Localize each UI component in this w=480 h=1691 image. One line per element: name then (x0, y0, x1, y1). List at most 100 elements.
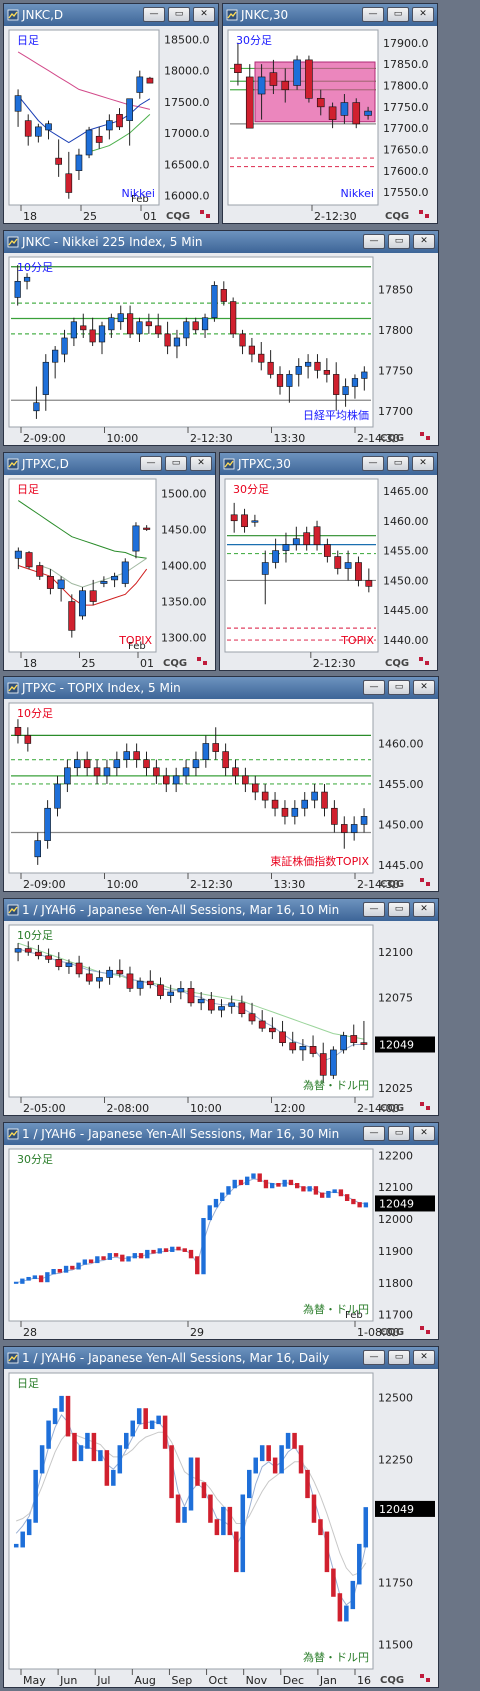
candle (96, 977, 103, 982)
y-tick-label: 11500 (378, 1638, 413, 1651)
timeframe-label: 30分足 (233, 483, 269, 496)
chart-window-topix-daily[interactable]: JTPXC,D — ▭ ✕ 1500.00 1450.00 1400.00 1350.00 13… (3, 452, 216, 671)
timeframe-label: 10分足 (17, 929, 53, 942)
y-tick-label: 1500.00 (161, 487, 207, 500)
candle (350, 824, 358, 833)
close-button[interactable]: ✕ (413, 234, 435, 249)
maximize-button[interactable]: ▭ (388, 1350, 410, 1365)
y-tick-label: 17500.0 (164, 96, 210, 109)
x-tick-label: Jun (59, 1674, 77, 1687)
close-button[interactable]: ✕ (413, 1350, 435, 1365)
x-tick-label: 2-09:00 (23, 432, 66, 445)
candle (52, 349, 59, 363)
close-button[interactable]: ✕ (413, 1126, 435, 1141)
candle (65, 173, 73, 193)
chart-window-yen-daily[interactable]: 1 / JYAH6 - Japanese Yen-All Sessions, M… (3, 1346, 439, 1688)
x-tick-label: 2-08:00 (107, 1102, 150, 1115)
x-sub-label: Feb (128, 641, 146, 652)
cqg-logo-mark (200, 210, 204, 214)
maximize-button[interactable]: ▭ (387, 7, 409, 22)
chart-symbol-icon (7, 233, 19, 248)
window-controls: — ▭ ✕ (363, 680, 435, 695)
window-title-bar[interactable]: JTPXC,30 — ▭ ✕ (220, 453, 437, 475)
candle (355, 562, 362, 581)
window-title-bar[interactable]: JNKC,30 — ▭ ✕ (223, 4, 437, 26)
chart-window-yen-10min[interactable]: 1 / JYAH6 - Japanese Yen-All Sessions, M… (3, 898, 439, 1116)
cqg-logo: CQG (163, 658, 187, 669)
candle (57, 579, 65, 589)
close-button[interactable]: ✕ (412, 7, 434, 22)
minimize-button[interactable]: — (362, 7, 384, 22)
y-tick-label: 11750 (378, 1577, 413, 1590)
candle (45, 955, 52, 960)
chart-window-nikkei-5min[interactable]: JNKC - Nikkei 225 Index, 5 Min — ▭ ✕ 17850 17… (3, 230, 439, 446)
candle (116, 969, 124, 975)
candle (309, 1046, 317, 1054)
window-title-bar[interactable]: JNKC,D — ▭ ✕ (4, 4, 218, 26)
window-title-bar[interactable]: JTPXC,D — ▭ ✕ (4, 453, 215, 475)
close-button[interactable]: ✕ (413, 680, 435, 695)
candle (207, 998, 215, 1011)
y-tick-label: 17750 (378, 364, 413, 377)
chart-svg: 18500.0 18000.0 17500.0 17000.0 16500.0 16000… (8, 29, 210, 223)
chart-svg: 17850 17800 17750 17700 2-09:00 10:00 2-12:30 1… (8, 256, 430, 445)
timeframe-label: 日足 (17, 483, 39, 496)
window-title-bar[interactable]: 1 / JYAH6 - Japanese Yen-All Sessions, M… (4, 1347, 438, 1369)
candle (132, 525, 140, 552)
minimize-button[interactable]: — (363, 1126, 385, 1141)
y-tick-label: 17600.0 (383, 165, 429, 178)
cqg-logo-mark (420, 1674, 424, 1678)
candle (334, 556, 342, 569)
chart-symbol-icon (223, 455, 235, 470)
close-button[interactable]: ✕ (413, 902, 435, 917)
close-button[interactable]: ✕ (193, 7, 215, 22)
candle (136, 76, 144, 93)
candle (272, 550, 280, 563)
candle (202, 743, 210, 760)
maximize-button[interactable]: ▭ (388, 234, 410, 249)
candle (211, 285, 218, 319)
cqg-logo-mark (420, 1326, 424, 1330)
x-tick-label: 12:00 (274, 1102, 306, 1115)
window-title-bar[interactable]: 1 / JYAH6 - Japanese Yen-All Sessions, M… (4, 1123, 438, 1145)
minimize-button[interactable]: — (363, 1350, 385, 1365)
minimize-button[interactable]: — (363, 680, 385, 695)
window-title-bar[interactable]: JNKC - Nikkei 225 Index, 5 Min — ▭ ✕ (4, 231, 438, 253)
cqg-logo: CQG (385, 211, 409, 222)
candle (271, 799, 279, 809)
maximize-button[interactable]: ▭ (388, 680, 410, 695)
candle (230, 301, 237, 335)
minimize-button[interactable]: — (363, 902, 385, 917)
window-title: 1 / JYAH6 - Japanese Yen-All Sessions, M… (22, 1351, 330, 1365)
chart-window-yen-30min[interactable]: 1 / JYAH6 - Japanese Yen-All Sessions, M… (3, 1122, 439, 1340)
chart-window-nikkei-30min[interactable]: JNKC,30— ▭ ✕ 17900.0 17850.0 17800.0 17750.0 17… (222, 3, 438, 224)
candle (286, 374, 293, 387)
maximize-button[interactable]: ▭ (387, 456, 409, 471)
maximize-button[interactable]: ▭ (388, 902, 410, 917)
minimize-button[interactable]: — (362, 456, 384, 471)
chart-window-topix-5min[interactable]: JTPXC - TOPIX Index, 5 Min — ▭ ✕ 1460.00 1455… (3, 676, 439, 892)
minimize-button[interactable]: — (363, 234, 385, 249)
indicator-line (88, 114, 151, 153)
window-title-bar[interactable]: 1 / JYAH6 - Japanese Yen-All Sessions, M… (4, 899, 438, 921)
timeframe-label: 10分足 (17, 261, 53, 274)
chart-body: 12100 12075 12025 12049 2-05:00 2-08:00 10:00 1… (4, 921, 438, 1115)
chart-window-topix-30min[interactable]: JTPXC,30— ▭ ✕ 1465.00 1460.00 1455.00 1450.00 1… (219, 452, 438, 671)
maximize-button[interactable]: ▭ (388, 1126, 410, 1141)
candle (64, 767, 71, 785)
minimize-button[interactable]: — (143, 7, 165, 22)
close-button[interactable]: ✕ (190, 456, 212, 471)
close-button[interactable]: ✕ (412, 456, 434, 471)
minimize-button[interactable]: — (140, 456, 162, 471)
chart-window-nikkei-daily[interactable]: JNKC,D — ▭ ✕ 18500.0 18000.0 17500.0 17000.0 165… (3, 3, 219, 224)
x-tick-label: 18 (23, 210, 37, 223)
candle (111, 576, 119, 581)
x-tick-label: 10:00 (107, 432, 139, 445)
candle (350, 1035, 358, 1043)
maximize-button[interactable]: ▭ (165, 456, 187, 471)
chart-body: 1460.00 1455.00 1450.00 1445.00 2-09:00 10:00… (4, 699, 438, 891)
y-tick-label: 12000 (378, 1213, 413, 1226)
maximize-button[interactable]: ▭ (168, 7, 190, 22)
candle (46, 576, 54, 589)
window-title-bar[interactable]: JTPXC - TOPIX Index, 5 Min — ▭ ✕ (4, 677, 438, 699)
